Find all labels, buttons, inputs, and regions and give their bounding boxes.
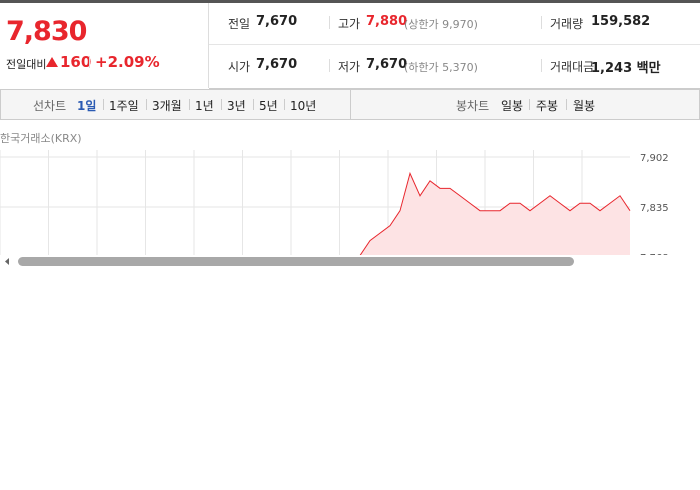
y-tick-label: 7,835 — [640, 203, 669, 214]
plot: 7,902 7,835 7,768 — [0, 150, 669, 264]
up-arrow — [46, 57, 58, 67]
tab-divider — [350, 90, 351, 119]
candle-tab[interactable]: 월봉 — [573, 99, 596, 113]
price-line — [359, 171, 631, 255]
stat-note: (하한가 5,370) — [404, 61, 478, 74]
stat-value: 7,670 — [256, 57, 298, 72]
period-tab[interactable]: 3개월 — [152, 99, 182, 113]
period-tab[interactable]: 1일 — [77, 99, 97, 113]
stat-value: 7,670 — [256, 14, 298, 29]
divider — [89, 56, 90, 68]
col-divider — [541, 59, 542, 72]
tab-sep — [146, 99, 147, 110]
tab-sep — [253, 99, 254, 110]
tab-sep — [566, 99, 567, 110]
change-label: 전일대비 — [6, 58, 47, 71]
stat-label: 시가 — [228, 60, 251, 74]
stat-note: (상한가 9,970) — [404, 18, 478, 31]
change: 160 — [60, 53, 92, 71]
scroll-thumb[interactable] — [18, 257, 574, 266]
stat-label: 저가 — [338, 60, 361, 74]
stat-value: 159,582 — [591, 14, 651, 29]
stat-value: 7,880 — [366, 14, 408, 29]
scroll-left[interactable] — [5, 258, 9, 265]
stat-label: 고가 — [338, 17, 361, 31]
stat-label: 전일 — [228, 17, 251, 31]
col-divider — [541, 16, 542, 29]
price: 7,830 — [6, 16, 87, 47]
top-border — [0, 0, 700, 3]
y-tick-label: 7,902 — [640, 153, 669, 164]
y-tick-label: 7,768 — [640, 253, 669, 264]
candle-tab[interactable]: 일봉 — [501, 99, 524, 113]
row-divider — [209, 88, 700, 89]
row-divider — [209, 44, 700, 45]
area — [360, 173, 630, 255]
stat-label: 거래대금 — [550, 60, 595, 74]
tab-sep — [189, 99, 190, 110]
change-rate: +2.09% — [95, 53, 160, 71]
tab-sep — [103, 99, 104, 110]
stat-label: 거래량 — [550, 17, 584, 31]
tab-sep — [221, 99, 222, 110]
period-tab[interactable]: 3년 — [227, 99, 246, 113]
price-chart: 7,902 7,835 7,768 — [0, 150, 700, 270]
price-box — [0, 3, 209, 88]
stat-value: 1,243 백만 — [591, 61, 661, 76]
col-divider — [329, 16, 330, 29]
period-tab[interactable]: 5년 — [259, 99, 278, 113]
period-tab[interactable]: 10년 — [290, 99, 317, 113]
tab-group-label: 선차트 — [33, 99, 67, 113]
candle-tab[interactable]: 주봉 — [536, 99, 559, 113]
tab-group-label: 봉차트 — [456, 99, 490, 113]
tab-sep — [284, 99, 285, 110]
stat-value: 7,670 — [366, 57, 408, 72]
period-tab[interactable]: 1년 — [195, 99, 214, 113]
period-tab[interactable]: 1주일 — [109, 99, 139, 113]
source: 한국거래소(KRX) — [0, 132, 82, 145]
tab-sep — [529, 99, 530, 110]
col-divider — [329, 59, 330, 72]
